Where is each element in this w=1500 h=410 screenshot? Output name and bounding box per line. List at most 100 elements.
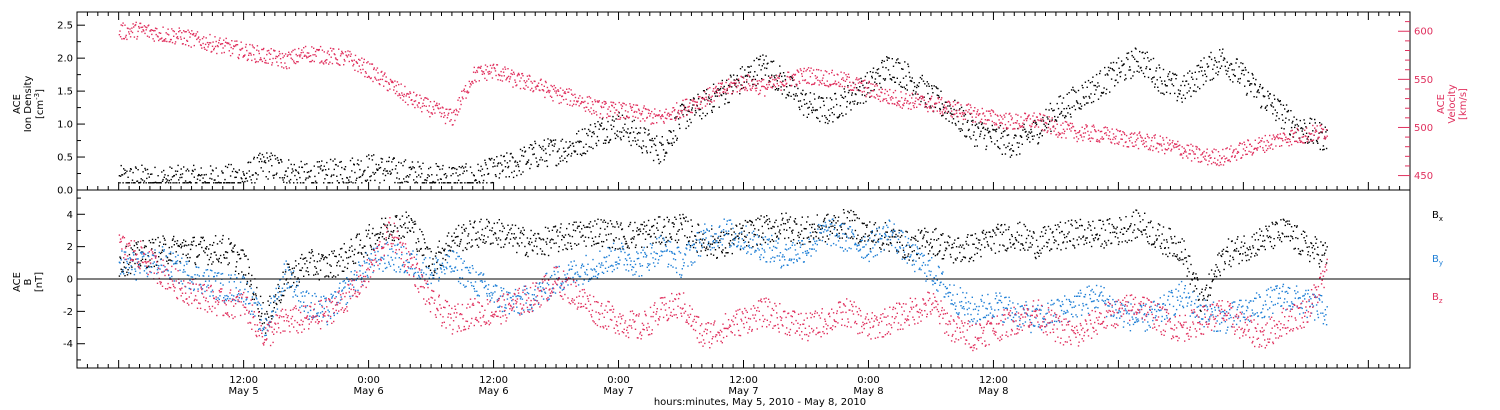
density-point bbox=[370, 175, 372, 177]
bx-point bbox=[439, 264, 442, 266]
density-point bbox=[759, 55, 762, 57]
density-point bbox=[1095, 89, 1097, 91]
bx-point bbox=[519, 237, 521, 239]
velocity-point bbox=[242, 56, 244, 58]
bx-point bbox=[227, 263, 229, 266]
density-point bbox=[1262, 95, 1265, 97]
bx-point bbox=[134, 253, 137, 255]
velocity-point bbox=[857, 82, 860, 84]
density-point bbox=[355, 179, 357, 181]
density-point bbox=[937, 94, 940, 97]
density-point bbox=[832, 106, 835, 108]
density-point bbox=[411, 167, 413, 170]
density-point bbox=[687, 125, 690, 127]
density-point bbox=[621, 114, 624, 116]
bx-point bbox=[429, 248, 431, 250]
density-point bbox=[176, 182, 178, 184]
density-point bbox=[174, 182, 176, 184]
density-point bbox=[580, 141, 582, 143]
density-point bbox=[483, 174, 485, 176]
density-point bbox=[920, 100, 922, 103]
bx-point bbox=[569, 235, 571, 237]
bx-point bbox=[553, 242, 555, 245]
velocity-point bbox=[696, 101, 698, 103]
velocity-point bbox=[1319, 132, 1321, 134]
density-point bbox=[429, 166, 432, 169]
bx-point bbox=[273, 307, 275, 309]
bx-point bbox=[360, 252, 362, 254]
density-point bbox=[1224, 65, 1226, 68]
velocity-point bbox=[581, 97, 584, 99]
velocity-point bbox=[989, 112, 992, 115]
velocity-point bbox=[884, 92, 886, 95]
density-point bbox=[949, 112, 952, 114]
bx-point bbox=[418, 250, 420, 252]
velocity-point bbox=[943, 104, 945, 106]
bx-point bbox=[730, 228, 732, 230]
density-point bbox=[1027, 136, 1030, 139]
velocity-point bbox=[998, 119, 1000, 121]
velocity-point bbox=[184, 44, 187, 46]
density-point bbox=[736, 74, 738, 77]
bx-point bbox=[480, 218, 482, 221]
bx-point bbox=[482, 241, 484, 243]
bx-point bbox=[237, 254, 239, 256]
density-point bbox=[517, 164, 519, 166]
density-point bbox=[1268, 97, 1270, 100]
bx-point bbox=[419, 228, 421, 231]
velocity-point bbox=[364, 71, 367, 73]
density-point bbox=[1129, 66, 1131, 68]
velocity-point bbox=[1324, 135, 1326, 138]
velocity-point bbox=[320, 61, 322, 63]
density-point bbox=[165, 178, 167, 180]
velocity-point bbox=[125, 34, 127, 37]
density-point bbox=[118, 175, 121, 177]
density-point bbox=[1187, 72, 1189, 74]
density-point bbox=[276, 157, 279, 159]
density-point bbox=[408, 176, 410, 178]
density-point bbox=[651, 137, 653, 140]
density-point bbox=[1173, 73, 1175, 76]
velocity-point bbox=[143, 25, 146, 27]
velocity-point bbox=[511, 73, 514, 76]
density-point bbox=[1256, 91, 1258, 93]
bx-point bbox=[408, 215, 410, 217]
bx-point bbox=[484, 242, 486, 244]
density-point bbox=[359, 168, 361, 171]
density-point bbox=[273, 174, 275, 176]
density-point bbox=[1160, 80, 1163, 82]
density-point bbox=[849, 101, 852, 103]
velocity-point bbox=[337, 63, 339, 65]
bx-point bbox=[741, 227, 743, 229]
density-point bbox=[746, 75, 748, 77]
velocity-point bbox=[251, 44, 254, 46]
bx-point bbox=[652, 224, 655, 227]
density-point bbox=[724, 103, 726, 105]
density-point bbox=[348, 181, 350, 183]
bx-point bbox=[647, 219, 650, 222]
bx-point bbox=[598, 235, 600, 238]
velocity-point bbox=[162, 26, 164, 28]
velocity-point bbox=[1286, 138, 1288, 140]
velocity-point bbox=[228, 50, 230, 52]
velocity-point bbox=[1122, 131, 1124, 133]
bx-point bbox=[423, 254, 425, 256]
density-point bbox=[871, 75, 873, 78]
density-point bbox=[1197, 86, 1199, 88]
density-point bbox=[1130, 50, 1133, 53]
bx-point bbox=[646, 224, 648, 227]
density-point bbox=[522, 155, 525, 157]
velocity-point bbox=[699, 103, 702, 105]
density-point bbox=[942, 114, 944, 117]
bx-point bbox=[651, 225, 653, 228]
velocity-point bbox=[455, 108, 457, 111]
velocity-point bbox=[414, 100, 417, 102]
density-point bbox=[496, 165, 499, 167]
velocity-series bbox=[118, 21, 1328, 167]
velocity-point bbox=[574, 96, 577, 99]
bx-point bbox=[629, 223, 631, 226]
velocity-point bbox=[305, 55, 307, 57]
density-point bbox=[668, 130, 670, 132]
velocity-point bbox=[530, 80, 532, 83]
velocity-point bbox=[258, 52, 260, 55]
